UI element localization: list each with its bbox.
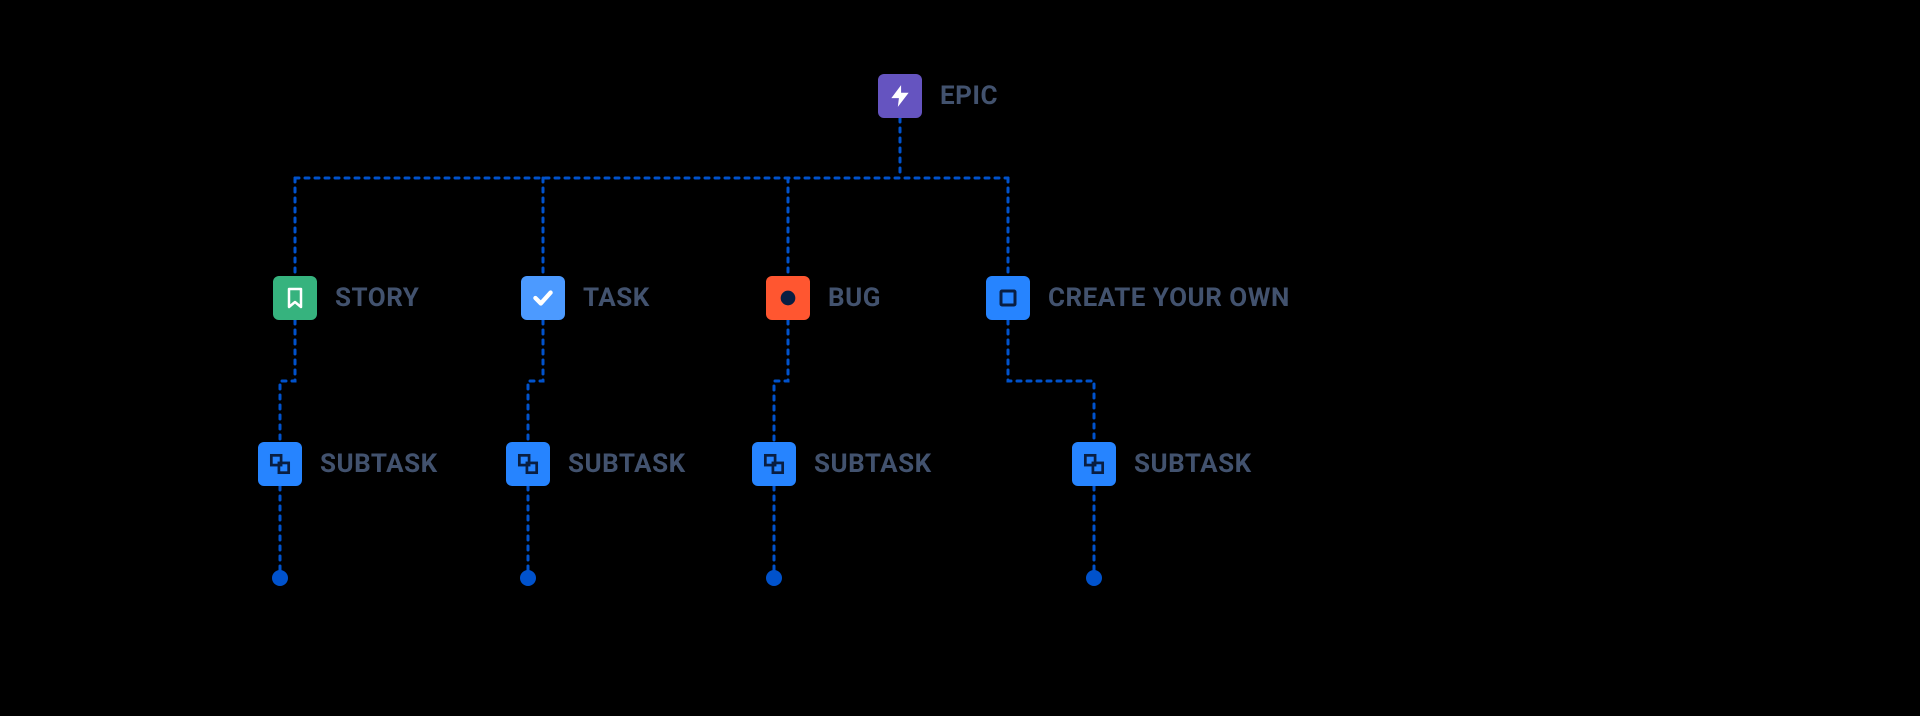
node-story: STORY xyxy=(273,276,419,320)
node-label: TASK xyxy=(583,283,650,313)
check-icon xyxy=(521,276,565,320)
hierarchy-diagram: EPIC STORY TASK BUG CREATE YOUR OWN SUBT… xyxy=(0,0,1920,716)
bookmark-icon xyxy=(273,276,317,320)
node-subtask-1: SUBTASK xyxy=(258,442,438,486)
node-subtask-3: SUBTASK xyxy=(752,442,932,486)
subtask-icon xyxy=(1072,442,1116,486)
node-label: EPIC xyxy=(940,81,998,111)
subtask-icon xyxy=(752,442,796,486)
circle-icon xyxy=(766,276,810,320)
node-task: TASK xyxy=(521,276,650,320)
node-custom: CREATE YOUR OWN xyxy=(986,276,1290,320)
square-icon xyxy=(986,276,1030,320)
node-label: SUBTASK xyxy=(568,449,686,479)
node-label: SUBTASK xyxy=(814,449,932,479)
node-subtask-2: SUBTASK xyxy=(506,442,686,486)
node-label: SUBTASK xyxy=(1134,449,1252,479)
subtask-icon xyxy=(258,442,302,486)
node-bug: BUG xyxy=(766,276,881,320)
node-label: BUG xyxy=(828,283,881,313)
node-epic: EPIC xyxy=(878,74,998,118)
node-label: SUBTASK xyxy=(320,449,438,479)
bolt-icon xyxy=(878,74,922,118)
subtask-icon xyxy=(506,442,550,486)
node-label: CREATE YOUR OWN xyxy=(1048,283,1290,313)
node-label: STORY xyxy=(335,283,419,313)
node-subtask-4: SUBTASK xyxy=(1072,442,1252,486)
